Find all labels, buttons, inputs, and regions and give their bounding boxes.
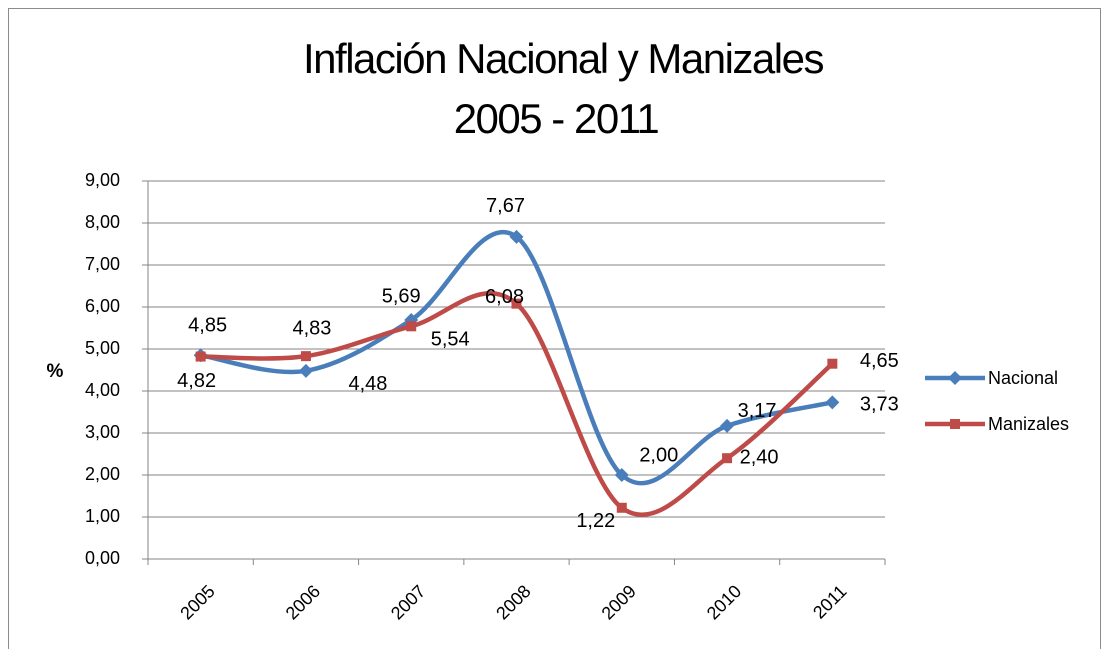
y-axis-label: % xyxy=(47,361,64,382)
chart-title: 2005 - 2011 xyxy=(454,95,659,142)
data-label: 2,40 xyxy=(740,446,779,468)
data-label: 4,48 xyxy=(348,373,387,395)
data-point xyxy=(298,363,313,378)
series-line xyxy=(200,229,833,486)
data-label: 4,85 xyxy=(188,315,227,337)
data-label: 5,54 xyxy=(431,329,470,351)
data-point xyxy=(827,358,838,369)
data-label: 4,65 xyxy=(860,350,899,372)
y-tick-label: 8,00 xyxy=(85,212,120,232)
data-point xyxy=(720,418,735,433)
data-label: 4,83 xyxy=(292,317,331,339)
data-label: 5,69 xyxy=(382,285,421,307)
y-tick-label: 4,00 xyxy=(85,380,120,400)
data-point xyxy=(616,502,627,513)
data-point xyxy=(511,298,522,309)
data-point xyxy=(195,351,206,362)
data-label: 6,08 xyxy=(485,286,524,308)
data-point xyxy=(825,395,840,410)
data-label: 4,82 xyxy=(177,370,216,392)
legend-label: Nacional xyxy=(988,368,1058,388)
data-point xyxy=(406,321,417,332)
data-point xyxy=(509,229,524,244)
y-tick-label: 5,00 xyxy=(85,338,120,358)
data-label: 3,17 xyxy=(738,400,777,422)
y-tick-label: 3,00 xyxy=(85,422,120,442)
legend-label: Manizales xyxy=(988,414,1069,434)
chart-border xyxy=(8,8,1101,649)
y-tick-label: 1,00 xyxy=(85,506,120,526)
data-point xyxy=(300,351,311,362)
y-tick-label: 2,00 xyxy=(85,464,120,484)
data-point xyxy=(614,468,629,482)
y-tick-label: 0,00 xyxy=(85,548,120,568)
y-tick-label: 7,00 xyxy=(85,254,120,274)
data-label: 3,73 xyxy=(860,394,899,416)
chart-title: Inflación Nacional y Manizales xyxy=(303,35,823,82)
y-tick-label: 6,00 xyxy=(85,296,120,316)
data-label: 7,67 xyxy=(486,195,525,217)
data-label: 2,00 xyxy=(639,444,678,466)
legend-marker xyxy=(948,371,962,385)
legend-marker xyxy=(950,419,960,429)
y-tick-label: 9,00 xyxy=(85,170,120,190)
data-point xyxy=(722,453,733,464)
data-label: 1,22 xyxy=(576,510,615,532)
